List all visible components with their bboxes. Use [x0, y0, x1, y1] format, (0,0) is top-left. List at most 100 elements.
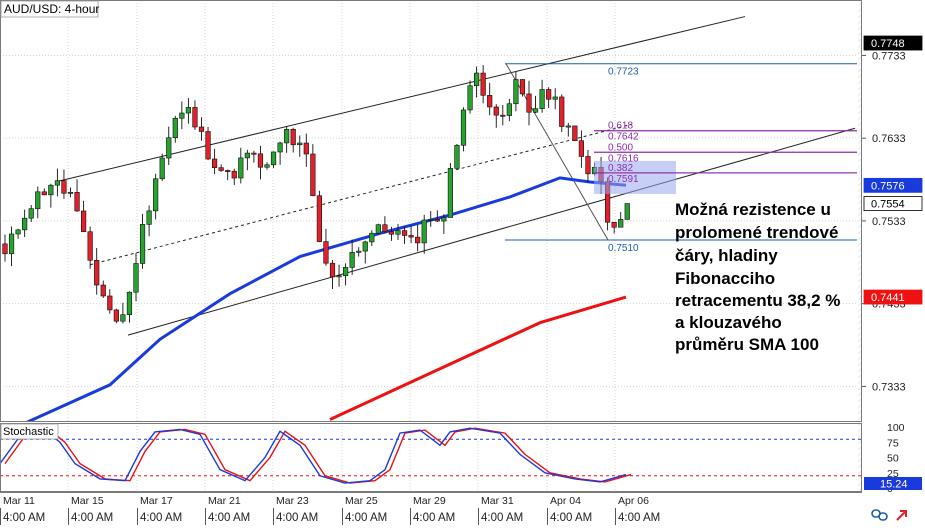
candle-up — [447, 168, 454, 218]
candle-up — [172, 117, 178, 139]
link-icon[interactable] — [871, 509, 888, 521]
price-badge — [863, 196, 923, 211]
candle-down — [480, 72, 486, 96]
candle-down — [205, 131, 211, 160]
price-badge-label: 0.7576 — [871, 180, 905, 192]
candle-down — [74, 191, 80, 212]
price-badge-label: 0.7554 — [871, 199, 905, 211]
candle-down — [231, 170, 237, 179]
candle-up — [565, 125, 571, 128]
annotation-line: prolomené trendové — [675, 223, 838, 242]
stochastic-value-label: 15.24 — [880, 479, 908, 491]
candle-down — [100, 284, 106, 297]
candle-up — [35, 191, 41, 210]
candle-down — [559, 96, 565, 127]
candle-up — [153, 178, 159, 212]
annotation-line: čáry, hladiny — [675, 246, 778, 265]
x-axis-time-label: 4:00 AM — [345, 512, 387, 524]
candle-up — [179, 112, 185, 119]
x-axis-date-label: Mar 17 — [140, 495, 173, 507]
candle-down — [107, 295, 113, 311]
x-axis-date-label: Mar 25 — [345, 495, 378, 507]
x-axis-date-label: Mar 21 — [208, 495, 241, 507]
candle-up — [349, 252, 355, 268]
candle-down — [434, 219, 440, 222]
candle-up — [238, 157, 244, 179]
candle-down — [212, 158, 218, 168]
x-axis-time-label: 4:00 AM — [481, 512, 523, 524]
candle-up — [473, 72, 480, 87]
price-badge — [863, 289, 923, 305]
stochastic-value-badge — [864, 477, 922, 490]
x-axis-date-label: Mar 31 — [481, 495, 514, 507]
candle-up — [28, 208, 34, 219]
price-tick-label: 0.7333 — [872, 381, 906, 393]
candle-up — [270, 151, 277, 166]
candle-down — [87, 231, 93, 261]
candle-up — [120, 314, 126, 322]
candle-up — [67, 191, 74, 194]
fib-level-label: 0.7616 — [608, 153, 639, 164]
x-axis-date-label: Mar 15 — [71, 495, 104, 507]
popout-arrow-icon[interactable] — [896, 510, 907, 521]
price-tick-label: 0.7733 — [872, 50, 906, 62]
candle-layer — [2, 65, 630, 324]
candle-up — [369, 232, 375, 243]
candle-down — [519, 79, 526, 95]
candle-down — [61, 180, 67, 194]
x-axis-time-label: 4:00 AM — [208, 512, 250, 524]
candle-down — [113, 309, 119, 322]
x-axis-time-label: 4:00 AM — [140, 512, 182, 524]
x-axis-time-label: 4:00 AM — [618, 512, 660, 524]
candle-down — [493, 106, 499, 116]
fib-level-label: 0.618 — [608, 121, 633, 132]
grid-layer — [0, 0, 862, 492]
sma200-line — [329, 295, 627, 421]
candle-down — [408, 235, 414, 238]
price-badge-label: 0.7748 — [871, 38, 905, 50]
channel-lower-line — [127, 127, 856, 336]
candle-down — [225, 170, 231, 172]
candle-down — [290, 128, 296, 146]
candle-up — [244, 152, 250, 159]
candle-up — [441, 217, 447, 222]
candle-up — [356, 250, 362, 253]
candle-down — [578, 140, 584, 157]
candle-down — [41, 191, 47, 196]
candle-up — [375, 224, 381, 234]
fib-level-label: 0.7642 — [608, 132, 639, 143]
candle-down — [611, 221, 617, 228]
fib-level-label: 0.382 — [608, 163, 633, 174]
fib-high-label: 0.7723 — [608, 67, 639, 78]
chart-title-bg — [0, 0, 99, 18]
candle-down — [487, 95, 493, 108]
main-panel — [0, 0, 862, 422]
chart-title: AUD/USD: 4-hour — [4, 2, 99, 16]
price-tick-label: 0.7633 — [872, 133, 906, 145]
candle-up — [421, 219, 427, 244]
fib-low-label: 0.7510 — [608, 243, 639, 254]
candle-down — [526, 93, 532, 113]
candle-down — [2, 243, 8, 255]
x-axis-date-label: Mar 29 — [413, 495, 446, 507]
x-axis-time-label: 4:00 AM — [413, 512, 455, 524]
candle-up — [539, 89, 545, 109]
candle-down — [546, 89, 552, 100]
x-axis-date-label: Mar 23 — [276, 495, 309, 507]
stochastic-panel — [0, 423, 862, 492]
x-axis-time-label: 4:00 AM — [550, 512, 592, 524]
annotation: Možná rezistence u prolomené trendové čá… — [675, 200, 840, 354]
hatched-strip — [858, 0, 862, 492]
candle-up — [133, 263, 139, 293]
candle-down — [329, 262, 336, 278]
candle-down — [251, 152, 257, 155]
candle-up — [264, 164, 270, 168]
candle-down — [316, 195, 323, 242]
candle-up — [428, 219, 434, 221]
x-axis-date-label: Apr 04 — [550, 495, 581, 507]
x-axis-time-label: 4:00 AM — [3, 512, 45, 524]
candle-up — [15, 229, 21, 235]
stochastic-title-bg — [0, 423, 59, 440]
candle-up — [126, 291, 133, 316]
